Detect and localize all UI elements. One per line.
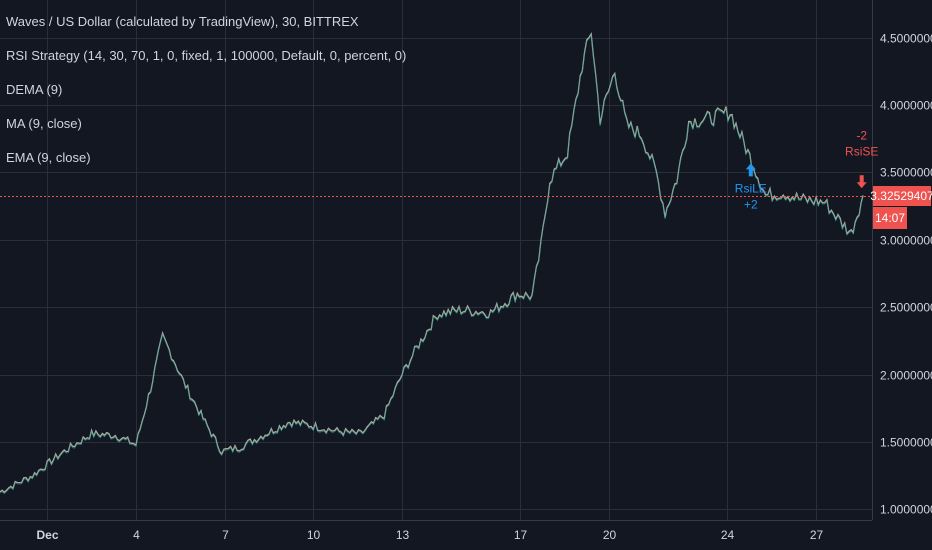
x-tick-label: 17 xyxy=(514,528,528,542)
grid xyxy=(0,0,872,520)
symbol-title[interactable]: Waves / US Dollar (calculated by Trading… xyxy=(6,14,359,29)
short-signal-qty: -2 xyxy=(856,128,867,142)
y-tick-label: 2.50000000 xyxy=(880,301,932,315)
short-entry-signal: -2 RsiSE xyxy=(845,128,878,189)
price-badge-value: 3.32529407 xyxy=(870,189,932,203)
x-tick-label: 13 xyxy=(396,528,410,542)
y-tick-label: 3.50000000 xyxy=(880,166,932,180)
x-tick-label: 4 xyxy=(133,528,140,542)
short-signal-label: RsiSE xyxy=(845,144,878,158)
x-tick-label: 7 xyxy=(222,528,229,542)
timer-badge-value: 14:07 xyxy=(875,211,905,225)
y-tick-label: 4.00000000 xyxy=(880,99,932,113)
indicator-dema[interactable]: DEMA (9) xyxy=(6,82,63,97)
timer-badge-bg xyxy=(873,207,907,229)
indicator-ema[interactable]: EMA (9, close) xyxy=(6,150,91,165)
arrow-down-icon xyxy=(856,175,867,189)
x-axis[interactable]: Dec 4 7 10 13 17 20 24 27 xyxy=(36,528,823,542)
series-layer xyxy=(0,32,864,495)
y-tick-label: 2.00000000 xyxy=(880,369,932,383)
price-badge-bg xyxy=(873,186,931,206)
long-entry-signal: RsiLE +2 xyxy=(735,163,767,211)
x-tick-label: 10 xyxy=(307,528,321,542)
ema-series xyxy=(0,34,864,495)
long-signal-label: RsiLE xyxy=(735,181,767,195)
y-tick-label: 4.50000000 xyxy=(880,32,932,46)
arrow-up-icon xyxy=(745,163,756,177)
y-axis[interactable]: 1.00000000 1.50000000 2.00000000 2.50000000… xyxy=(880,32,932,517)
y-tick-label: 3.00000000 xyxy=(880,234,932,248)
x-tick-label: 20 xyxy=(603,528,617,542)
x-tick-label: Dec xyxy=(36,528,58,542)
indicator-rsi-strategy[interactable]: RSI Strategy (14, 30, 70, 1, 0, fixed, 1… xyxy=(6,48,407,63)
y-tick-label: 1.50000000 xyxy=(880,436,932,450)
indicator-ma[interactable]: MA (9, close) xyxy=(6,116,82,131)
last-price-badge: 3.32529407 14:07 xyxy=(870,186,932,229)
long-signal-qty: +2 xyxy=(744,197,758,211)
y-tick-label: 1.00000000 xyxy=(880,503,932,517)
x-tick-label: 27 xyxy=(810,528,824,542)
x-tick-label: 24 xyxy=(721,528,735,542)
